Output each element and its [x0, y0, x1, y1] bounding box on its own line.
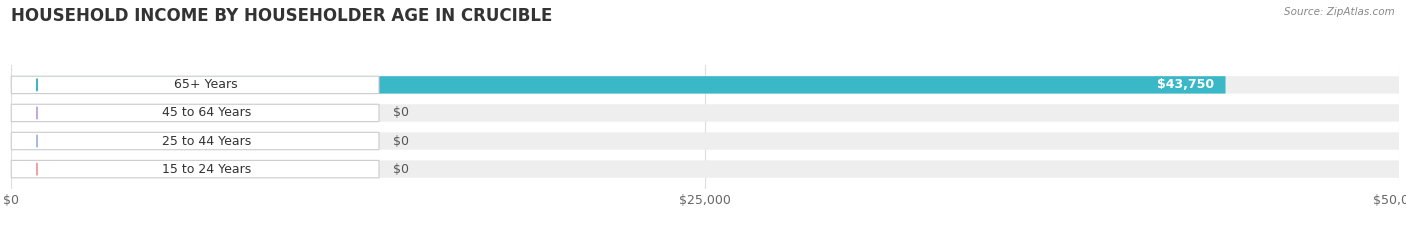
- FancyBboxPatch shape: [11, 160, 380, 178]
- Text: 25 to 44 Years: 25 to 44 Years: [162, 134, 250, 147]
- FancyBboxPatch shape: [11, 104, 380, 122]
- FancyBboxPatch shape: [11, 76, 380, 94]
- FancyBboxPatch shape: [11, 132, 1399, 150]
- FancyBboxPatch shape: [11, 76, 1226, 94]
- Text: 65+ Years: 65+ Years: [174, 78, 238, 91]
- Text: HOUSEHOLD INCOME BY HOUSEHOLDER AGE IN CRUCIBLE: HOUSEHOLD INCOME BY HOUSEHOLDER AGE IN C…: [11, 7, 553, 25]
- Text: $43,750: $43,750: [1157, 78, 1215, 91]
- Text: $0: $0: [392, 163, 409, 176]
- Text: $0: $0: [392, 106, 409, 120]
- Text: 15 to 24 Years: 15 to 24 Years: [162, 163, 250, 176]
- Text: 45 to 64 Years: 45 to 64 Years: [162, 106, 250, 120]
- FancyBboxPatch shape: [11, 132, 380, 150]
- Text: $0: $0: [392, 134, 409, 147]
- Text: Source: ZipAtlas.com: Source: ZipAtlas.com: [1284, 7, 1395, 17]
- FancyBboxPatch shape: [11, 160, 1399, 178]
- FancyBboxPatch shape: [11, 76, 1399, 94]
- FancyBboxPatch shape: [11, 104, 1399, 122]
